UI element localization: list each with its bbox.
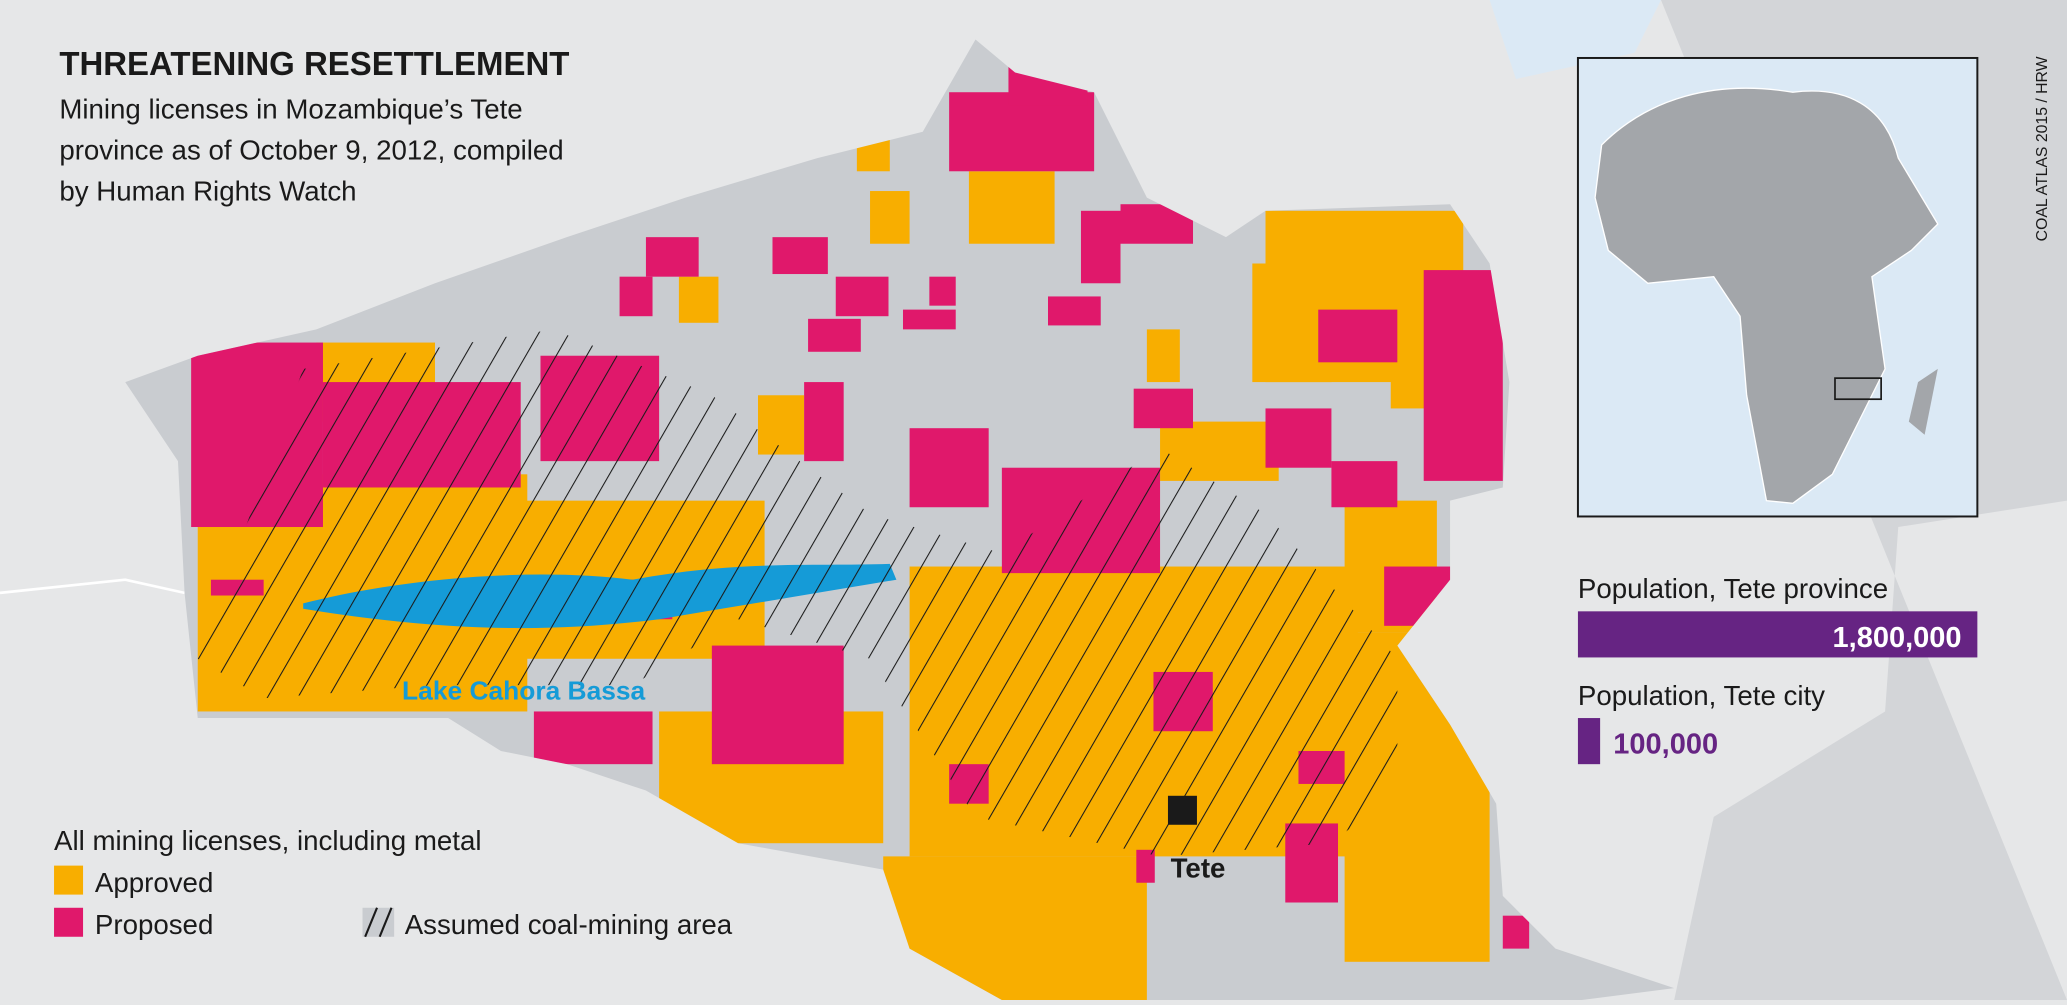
city-marker	[1167, 795, 1197, 825]
city-label: Tete	[1171, 852, 1226, 883]
credit: COAL ATLAS 2015 / HRW	[2034, 56, 2051, 241]
subtitle: province as of October 9, 2012, compiled	[59, 134, 563, 165]
legend-swatch	[362, 907, 395, 938]
title: THREATENING RESETTLEMENT	[59, 45, 569, 82]
population-value: 100,000	[1613, 729, 1718, 761]
lake-malawi	[1489, 0, 1661, 80]
population-bar	[1577, 718, 1601, 765]
legend-swatch	[54, 907, 84, 937]
subtitle: by Human Rights Watch	[59, 175, 356, 206]
population-value: 1,800,000	[1833, 622, 1962, 654]
lake-label: Lake Cahora Bassa	[402, 676, 645, 706]
legend-label: Proposed	[95, 909, 213, 940]
subtitle: Mining licenses in Mozambique’s Tete	[59, 94, 522, 125]
legend-swatch	[54, 865, 84, 895]
population-label: Population, Tete city	[1578, 680, 1825, 711]
population-bar	[1577, 611, 1978, 658]
population-label: Population, Tete province	[1578, 573, 1888, 604]
legend-title: All mining licenses, including metal	[54, 825, 481, 856]
legend-label: Assumed coal-mining area	[405, 909, 733, 940]
border-line	[0, 578, 185, 595]
coal-area	[197, 329, 1398, 857]
inset-map	[1576, 56, 1979, 518]
population-chart: Population, Tete province Population, Te…	[1577, 573, 1978, 765]
legend-label: Approved	[95, 867, 213, 898]
